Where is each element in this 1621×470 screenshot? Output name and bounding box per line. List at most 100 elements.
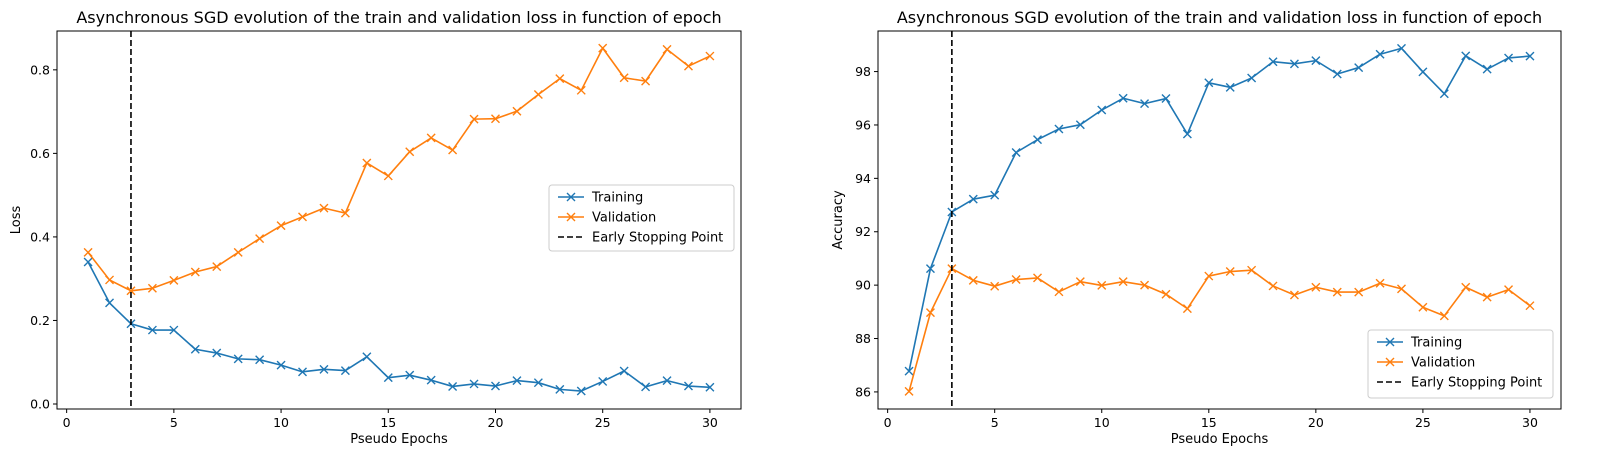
x-tick-label: 25 [595,415,611,430]
data-point-validation [1332,287,1342,297]
data-point-training [576,386,586,396]
y-tick-label: 86 [855,384,871,399]
data-point-training [512,376,522,386]
data-point-training [641,382,651,392]
x-tick-label: 10 [273,415,289,430]
data-point-training [1332,69,1342,79]
chart-title: Asynchronous SGD evolution of the train … [76,8,721,27]
data-point-training [1140,99,1150,109]
data-point-training [533,378,543,388]
data-point-validation [598,43,608,53]
data-point-validation [426,133,436,143]
chart-title: Asynchronous SGD evolution of the train … [897,8,1542,27]
data-point-validation [362,158,372,168]
legend-label: Early Stopping Point [1411,376,1542,391]
data-point-validation [1504,285,1514,295]
y-tick-label: 90 [855,278,871,293]
data-point-validation [83,247,93,257]
data-point-validation [1268,281,1278,291]
data-point-training [276,360,286,370]
data-point-training [683,381,693,391]
data-point-training [1247,73,1257,83]
data-point-training [490,381,500,391]
legend-label: Validation [1411,356,1475,371]
data-point-training [383,373,393,383]
legend-marker [1385,357,1395,367]
data-point-training [968,194,978,204]
data-point-validation [705,51,715,61]
data-point-validation [1075,277,1085,287]
data-point-validation [1418,302,1428,312]
data-point-validation [1054,287,1064,297]
data-point-training [1375,49,1385,59]
y-tick-label: 0.0 [30,396,50,411]
data-point-training [405,370,415,380]
data-point-validation [147,283,157,293]
x-axis-label: Pseudo Epochs [1171,432,1269,447]
series-line-training [87,261,710,392]
data-point-training [362,352,372,362]
data-point-validation [1097,280,1107,290]
data-point-training [1418,67,1428,77]
data-point-validation [619,73,629,83]
data-point-training [1504,53,1514,63]
data-point-validation [255,234,265,244]
legend: Training Validation Early Stopping Point [548,184,735,252]
data-point-training [1396,43,1406,53]
plot-area-frame [877,30,1562,410]
legend-marker [566,212,576,222]
x-tick-label: 15 [1201,415,1217,430]
data-point-training [169,325,179,335]
data-point-validation [904,386,914,396]
data-point-training [83,257,93,267]
data-point-training [147,325,157,335]
y-tick-label: 96 [855,117,871,132]
x-tick-label: 30 [1522,415,1538,430]
data-point-training [190,344,200,354]
data-point-training [662,376,672,386]
data-point-validation [190,267,200,277]
data-point-training [1289,59,1299,69]
data-point-validation [533,89,543,99]
y-tick-label: 0.2 [30,313,50,328]
data-point-validation [1396,284,1406,294]
data-point-validation [1033,273,1043,283]
data-point-training [1525,51,1535,61]
x-tick-label: 20 [488,415,504,430]
data-point-training [212,348,222,358]
y-tick-label: 0.8 [30,62,50,77]
y-tick-label: 0.6 [30,146,50,161]
data-point-training [1033,135,1043,145]
data-point-training [469,379,479,389]
x-tick-label: 20 [1308,415,1324,430]
x-tick-label: 5 [991,415,999,430]
data-point-training [255,355,265,365]
x-tick-label: 15 [380,415,396,430]
data-point-validation [555,74,565,84]
x-tick-label: 30 [702,415,718,430]
data-point-validation [383,171,393,181]
data-point-validation [319,203,329,213]
data-point-validation [576,85,586,95]
data-point-training [990,190,1000,200]
legend-box [548,184,735,252]
data-point-training [1461,51,1471,61]
data-point-validation [233,247,243,257]
legend-label: Training [1410,336,1462,351]
data-point-validation [1354,287,1364,297]
data-point-training [1204,78,1214,88]
data-point-validation [1225,267,1235,277]
data-point-validation [1247,265,1257,275]
x-tick-label: 10 [1094,415,1110,430]
data-point-training [1118,93,1128,103]
data-point-training [1482,64,1492,74]
data-point-training [319,364,329,374]
data-point-validation [126,286,136,296]
y-tick-label: 92 [855,224,871,239]
data-point-validation [641,76,651,86]
data-point-validation [1118,277,1128,287]
data-point-validation [298,212,308,222]
data-point-training [1161,94,1171,104]
y-axis-label: Accuracy [831,190,846,250]
